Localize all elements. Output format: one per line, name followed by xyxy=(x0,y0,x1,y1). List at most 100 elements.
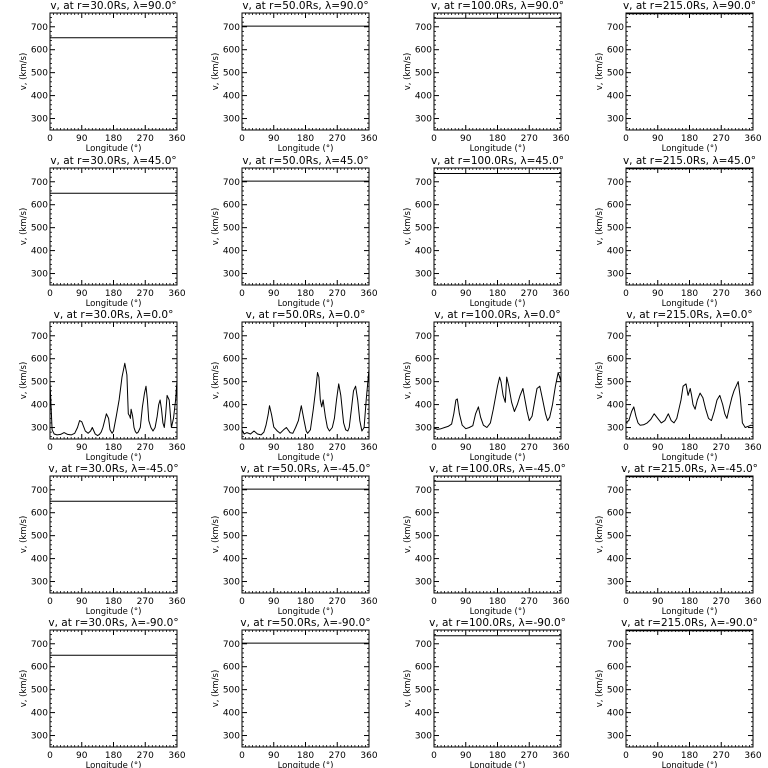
subplot-title: v, at r=215.0Rs, λ=-90.0° xyxy=(621,617,758,629)
y-axis-label: v, (km/s) xyxy=(595,362,605,400)
y-tick-label: 600 xyxy=(223,201,240,211)
x-tick-label: 90 xyxy=(76,443,88,453)
y-tick-label: 700 xyxy=(415,332,432,342)
plot-frame xyxy=(49,629,178,748)
x-tick-label: 180 xyxy=(681,751,698,761)
plot-frame xyxy=(49,475,178,594)
x-axis-label: Longitude (°) xyxy=(470,607,526,617)
y-tick-label: 500 xyxy=(607,532,624,542)
subplot-title: v, at r=50.0Rs, λ=90.0° xyxy=(242,0,368,12)
y-tick-label: 400 xyxy=(31,709,48,719)
x-tick-label: 270 xyxy=(329,289,346,299)
x-tick-label: 360 xyxy=(552,289,569,299)
y-tick-label: 400 xyxy=(223,247,240,257)
y-tick-label: 500 xyxy=(223,532,240,542)
subplot-3: v, at r=100.0Rs, λ=90.0° 0 90 180 270 360 300 4… xyxy=(403,0,570,154)
x-tick-label: 90 xyxy=(460,289,472,299)
x-tick-label: 180 xyxy=(105,134,122,144)
y-axis-label: v, (km/s) xyxy=(403,362,413,400)
subplot-10: v, at r=50.0Rs, λ=0.0° 0 90 180 270 360 300 400… xyxy=(211,309,378,463)
subplot-title: v, at r=100.0Rs, λ=-45.0° xyxy=(429,463,566,475)
y-axis-label: v, (km/s) xyxy=(595,516,605,554)
y-axis-label: v, (km/s) xyxy=(19,362,29,400)
plot-frame xyxy=(625,629,754,748)
x-tick-label: 360 xyxy=(360,597,377,607)
y-tick-label: 700 xyxy=(415,23,432,33)
y-tick-label: 400 xyxy=(223,555,240,565)
y-tick-label: 500 xyxy=(415,686,432,696)
x-axis-label: Longitude (°) xyxy=(278,761,334,768)
subplot-title: v, at r=100.0Rs, λ=-90.0° xyxy=(429,617,566,629)
y-axis-label: v, (km/s) xyxy=(403,208,413,246)
x-tick-label: 0 xyxy=(239,751,245,761)
y-tick-label: 500 xyxy=(415,378,432,388)
x-tick-label: 180 xyxy=(105,597,122,607)
x-tick-label: 0 xyxy=(47,751,53,761)
plot-frame xyxy=(241,475,370,594)
y-axis-label: v, (km/s) xyxy=(211,53,221,91)
x-tick-label: 0 xyxy=(239,443,245,453)
subplot-12: v, at r=215.0Rs, λ=0.0° 0 90 180 270 360 300 40… xyxy=(595,309,762,463)
x-tick-label: 270 xyxy=(521,134,538,144)
plot-frame xyxy=(625,475,754,594)
y-tick-label: 500 xyxy=(223,686,240,696)
y-axis-label: v, (km/s) xyxy=(403,516,413,554)
plot-frame xyxy=(433,475,562,594)
x-tick-label: 90 xyxy=(76,597,88,607)
x-tick-label: 180 xyxy=(297,597,314,607)
y-tick-label: 700 xyxy=(607,486,624,496)
y-tick-label: 500 xyxy=(223,378,240,388)
x-tick-label: 0 xyxy=(239,597,245,607)
x-tick-label: 90 xyxy=(460,751,472,761)
x-axis-label: Longitude (°) xyxy=(470,299,526,309)
subplot-19: v, at r=100.0Rs, λ=-90.0° 0 90 180 270 360 300… xyxy=(403,617,570,768)
y-tick-label: 300 xyxy=(31,578,48,588)
subplot-7: v, at r=100.0Rs, λ=45.0° 0 90 180 270 360 300 4… xyxy=(403,155,570,309)
x-tick-label: 270 xyxy=(137,289,154,299)
x-tick-label: 360 xyxy=(744,751,761,761)
x-tick-label: 90 xyxy=(268,443,280,453)
x-tick-label: 270 xyxy=(713,289,730,299)
y-tick-label: 300 xyxy=(415,732,432,742)
subplot-title: v, at r=50.0Rs, λ=45.0° xyxy=(242,155,368,167)
y-tick-label: 600 xyxy=(31,509,48,519)
x-tick-label: 270 xyxy=(137,751,154,761)
x-axis-label: Longitude (°) xyxy=(86,144,142,154)
subplot-title: v, at r=30.0Rs, λ=45.0° xyxy=(50,155,176,167)
x-axis-label: Longitude (°) xyxy=(278,299,334,309)
x-tick-label: 0 xyxy=(623,443,629,453)
subplot-title: v, at r=30.0Rs, λ=0.0° xyxy=(54,309,174,321)
x-axis-label: Longitude (°) xyxy=(470,453,526,463)
subplot-9: v, at r=30.0Rs, λ=0.0° 0 90 180 270 360 300 400… xyxy=(19,309,186,463)
x-axis-label: Longitude (°) xyxy=(86,299,142,309)
y-axis-label: v, (km/s) xyxy=(211,208,221,246)
x-tick-label: 270 xyxy=(713,597,730,607)
y-tick-label: 700 xyxy=(31,23,48,33)
x-axis-label: Longitude (°) xyxy=(278,453,334,463)
y-axis-label: v, (km/s) xyxy=(19,208,29,246)
plot-frame xyxy=(241,167,370,286)
x-tick-label: 180 xyxy=(105,751,122,761)
y-axis-label: v, (km/s) xyxy=(595,208,605,246)
subplot-title: v, at r=215.0Rs, λ=-45.0° xyxy=(621,463,758,475)
plot-frame xyxy=(433,321,562,440)
y-tick-label: 300 xyxy=(607,578,624,588)
x-tick-label: 90 xyxy=(460,134,472,144)
x-tick-label: 360 xyxy=(168,443,185,453)
y-tick-label: 600 xyxy=(223,509,240,519)
y-tick-label: 500 xyxy=(223,224,240,234)
x-tick-label: 360 xyxy=(744,443,761,453)
y-tick-label: 300 xyxy=(415,578,432,588)
y-axis-label: v, (km/s) xyxy=(403,670,413,708)
x-tick-label: 0 xyxy=(431,751,437,761)
x-tick-label: 180 xyxy=(105,443,122,453)
plot-frame xyxy=(625,12,754,131)
subplot-16: v, at r=215.0Rs, λ=-45.0° 0 90 180 270 360 300… xyxy=(595,463,762,617)
y-tick-label: 400 xyxy=(415,709,432,719)
x-tick-label: 0 xyxy=(431,289,437,299)
x-tick-label: 270 xyxy=(329,134,346,144)
y-tick-label: 400 xyxy=(223,709,240,719)
subplot-title: v, at r=50.0Rs, λ=-90.0° xyxy=(240,617,370,629)
x-tick-label: 360 xyxy=(360,134,377,144)
